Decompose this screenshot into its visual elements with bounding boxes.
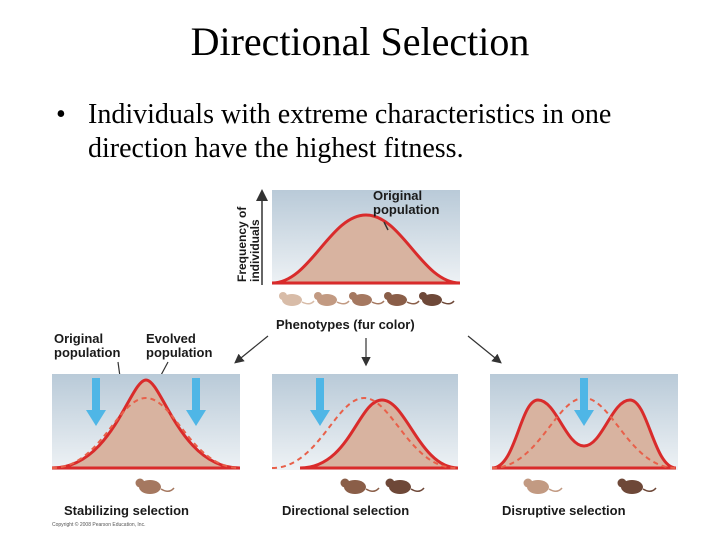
bullet-dot: • (56, 99, 66, 130)
selection-arrow-icon (310, 378, 330, 426)
disruptive-evolved-curve (491, 398, 677, 470)
top-original-label-1: Original (373, 188, 422, 203)
mouse-icon (523, 478, 563, 494)
phenotype-mice-row (279, 292, 455, 306)
original-population-curve (271, 213, 461, 285)
selection-arrow-icon (86, 378, 106, 426)
directional-original-curve (271, 396, 457, 469)
original-population-label-1: Original (54, 331, 103, 346)
original-population-label-2: population (54, 345, 120, 360)
directional-panel: Directional selection (271, 374, 459, 518)
stabilizing-evolved-curve (51, 378, 241, 470)
mouse-icon (419, 292, 455, 306)
mouse-icon (314, 292, 350, 306)
mouse-icon (617, 478, 657, 494)
bullet-text: Individuals with extreme characteristics… (88, 99, 612, 164)
disruptive-caption: Disruptive selection (502, 503, 626, 518)
disruptive-panel: Disruptive selection (490, 374, 678, 518)
stabilizing-caption: Stabilizing selection (64, 503, 189, 518)
stabilizing-panel: Stabilizing selection (51, 374, 241, 518)
y-axis-label-2: individuals (248, 219, 262, 282)
evolved-population-label-1: Evolved (146, 331, 196, 346)
selection-arrow-icon (574, 378, 594, 426)
selection-arrow-icon (186, 378, 206, 426)
evolved-population-label-2: population (146, 345, 212, 360)
mouse-icon (135, 478, 175, 494)
arrow-to-stabilizing (234, 335, 269, 364)
directional-caption: Directional selection (282, 503, 409, 518)
mouse-icon (385, 478, 425, 494)
mouse-icon (279, 292, 315, 306)
copyright-text: Copyright © 2008 Pearson Education, Inc. (52, 521, 145, 528)
y-axis-label-1: Frequency of (235, 206, 249, 282)
original-population-pointer (383, 221, 389, 231)
x-axis-label: Phenotypes (fur color) (276, 317, 415, 332)
slide-title: Directional Selection (190, 19, 530, 64)
top-panel: Original population Frequency of individ… (235, 188, 461, 332)
top-original-label-2: population (373, 202, 439, 217)
mouse-icon (340, 478, 380, 494)
arrow-to-disruptive (467, 335, 502, 364)
bullet-point: • Individuals with extreme characteristi… (56, 98, 676, 166)
directional-evolved-curve (299, 398, 459, 470)
stabilizing-original-curve (51, 396, 241, 469)
mouse-icon (349, 292, 385, 306)
mouse-icon (384, 292, 420, 306)
